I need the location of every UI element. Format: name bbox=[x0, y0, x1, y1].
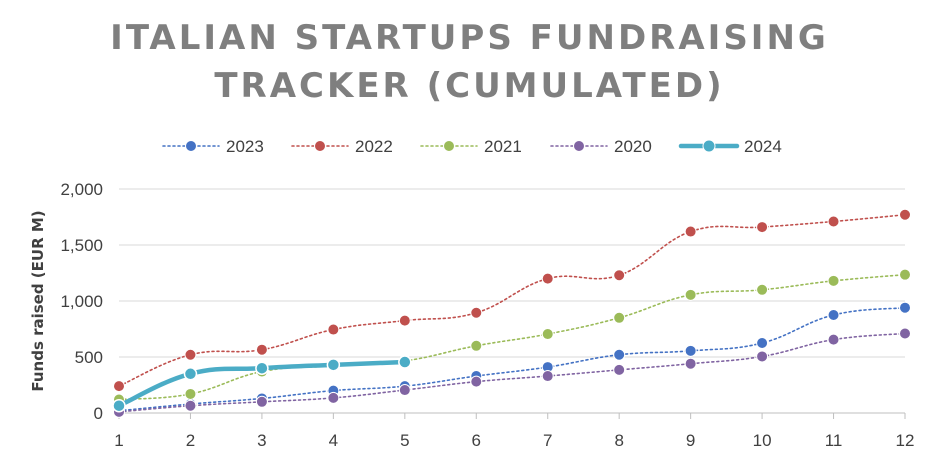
series-line-2023 bbox=[118, 306, 906, 412]
series-line-2020 bbox=[118, 332, 906, 413]
legend-label: 2024 bbox=[744, 137, 782, 156]
x-tick-label: 5 bbox=[400, 431, 409, 450]
data-point-2021 bbox=[184, 387, 197, 400]
data-point-2022 bbox=[398, 314, 411, 327]
data-point-2021 bbox=[470, 339, 483, 352]
x-tick-label: 1 bbox=[114, 431, 123, 450]
legend-item-2023[interactable]: 2023 bbox=[162, 137, 264, 156]
data-point-2024 bbox=[255, 361, 269, 375]
y-tick-label: 0 bbox=[94, 404, 103, 423]
series-layer bbox=[112, 208, 911, 418]
data-point-2022 bbox=[255, 343, 268, 356]
series-line-2021 bbox=[118, 273, 906, 401]
data-point-2021 bbox=[613, 311, 626, 324]
data-point-2024 bbox=[112, 398, 126, 413]
legend-item-2024[interactable]: 2024 bbox=[678, 137, 782, 156]
data-point-2022 bbox=[899, 208, 911, 221]
y-axis-title: Funds raised (EUR M) bbox=[29, 210, 47, 391]
legend-swatch-marker bbox=[314, 140, 326, 152]
data-point-2020 bbox=[255, 395, 268, 408]
data-point-2022 bbox=[184, 348, 197, 361]
data-point-2023 bbox=[613, 348, 626, 361]
data-point-2021 bbox=[756, 283, 769, 296]
legend-swatch-marker bbox=[185, 140, 197, 152]
data-point-2023 bbox=[899, 301, 911, 314]
legend-item-2021[interactable]: 2021 bbox=[420, 137, 522, 156]
x-tick-label: 11 bbox=[825, 431, 843, 450]
series-2020 bbox=[113, 327, 911, 418]
data-point-2024 bbox=[326, 358, 341, 372]
chart-title-line-1: ITALIAN STARTUPS FUNDRAISING bbox=[110, 18, 829, 58]
y-tick-label: 2,000 bbox=[60, 180, 103, 199]
legend-label: 2020 bbox=[614, 137, 652, 156]
x-tick-label: 10 bbox=[753, 431, 772, 450]
data-point-2021 bbox=[827, 274, 840, 287]
x-tick-label: 4 bbox=[329, 431, 338, 450]
legend-label: 2022 bbox=[355, 137, 393, 156]
y-tick-label: 1,000 bbox=[60, 292, 103, 311]
series-2022 bbox=[113, 208, 911, 393]
x-tick-label: 8 bbox=[614, 431, 623, 450]
legend-swatch-marker bbox=[443, 140, 455, 152]
data-point-2022 bbox=[827, 215, 840, 228]
data-point-2023 bbox=[827, 309, 840, 321]
y-tick-label: 1,500 bbox=[60, 236, 103, 255]
data-point-2024 bbox=[398, 355, 412, 369]
data-point-2020 bbox=[684, 357, 697, 370]
data-point-2021 bbox=[899, 268, 911, 281]
data-point-2020 bbox=[327, 391, 340, 404]
x-tick-label: 7 bbox=[543, 431, 552, 450]
data-point-2020 bbox=[470, 375, 483, 388]
data-point-2020 bbox=[827, 333, 840, 346]
x-tick-label: 12 bbox=[896, 431, 915, 450]
data-point-2020 bbox=[398, 384, 411, 397]
data-point-2020 bbox=[899, 327, 911, 340]
series-line-2022 bbox=[118, 213, 906, 387]
legend[interactable]: 2023 2022 2021 2020 2024 bbox=[162, 137, 782, 156]
data-point-2020 bbox=[613, 363, 626, 376]
data-point-2023 bbox=[684, 344, 697, 357]
x-tick-label: 3 bbox=[257, 431, 266, 450]
chart-title-line-2: TRACKER (CUMULATED) bbox=[214, 66, 725, 106]
data-point-2022 bbox=[470, 306, 483, 319]
data-point-2021 bbox=[684, 288, 697, 301]
data-point-2022 bbox=[684, 225, 697, 238]
data-point-2022 bbox=[756, 221, 769, 234]
data-point-2023 bbox=[756, 337, 769, 349]
data-point-2022 bbox=[541, 272, 554, 285]
gridlines bbox=[119, 188, 905, 358]
data-point-2020 bbox=[541, 370, 554, 383]
data-point-2022 bbox=[327, 323, 340, 336]
legend-label: 2021 bbox=[484, 137, 522, 156]
series-2021 bbox=[113, 268, 911, 406]
series-2024 bbox=[112, 355, 412, 413]
data-point-2020 bbox=[756, 350, 769, 363]
legend-item-2022[interactable]: 2022 bbox=[291, 137, 393, 156]
data-point-2022 bbox=[113, 380, 125, 393]
y-tick-label: 500 bbox=[75, 348, 103, 367]
legend-swatch-marker bbox=[573, 140, 585, 152]
data-point-2022 bbox=[613, 269, 626, 282]
series-2023 bbox=[113, 301, 911, 417]
data-point-2021 bbox=[541, 328, 554, 341]
x-tick-label: 2 bbox=[186, 431, 195, 450]
legend-item-2020[interactable]: 2020 bbox=[550, 137, 652, 156]
legend-label: 2023 bbox=[226, 137, 264, 156]
data-point-2020 bbox=[184, 399, 197, 412]
x-tick-label: 6 bbox=[472, 431, 481, 450]
legend-swatch-marker bbox=[702, 139, 716, 153]
data-point-2024 bbox=[183, 367, 198, 381]
x-tick-label: 9 bbox=[686, 431, 695, 450]
